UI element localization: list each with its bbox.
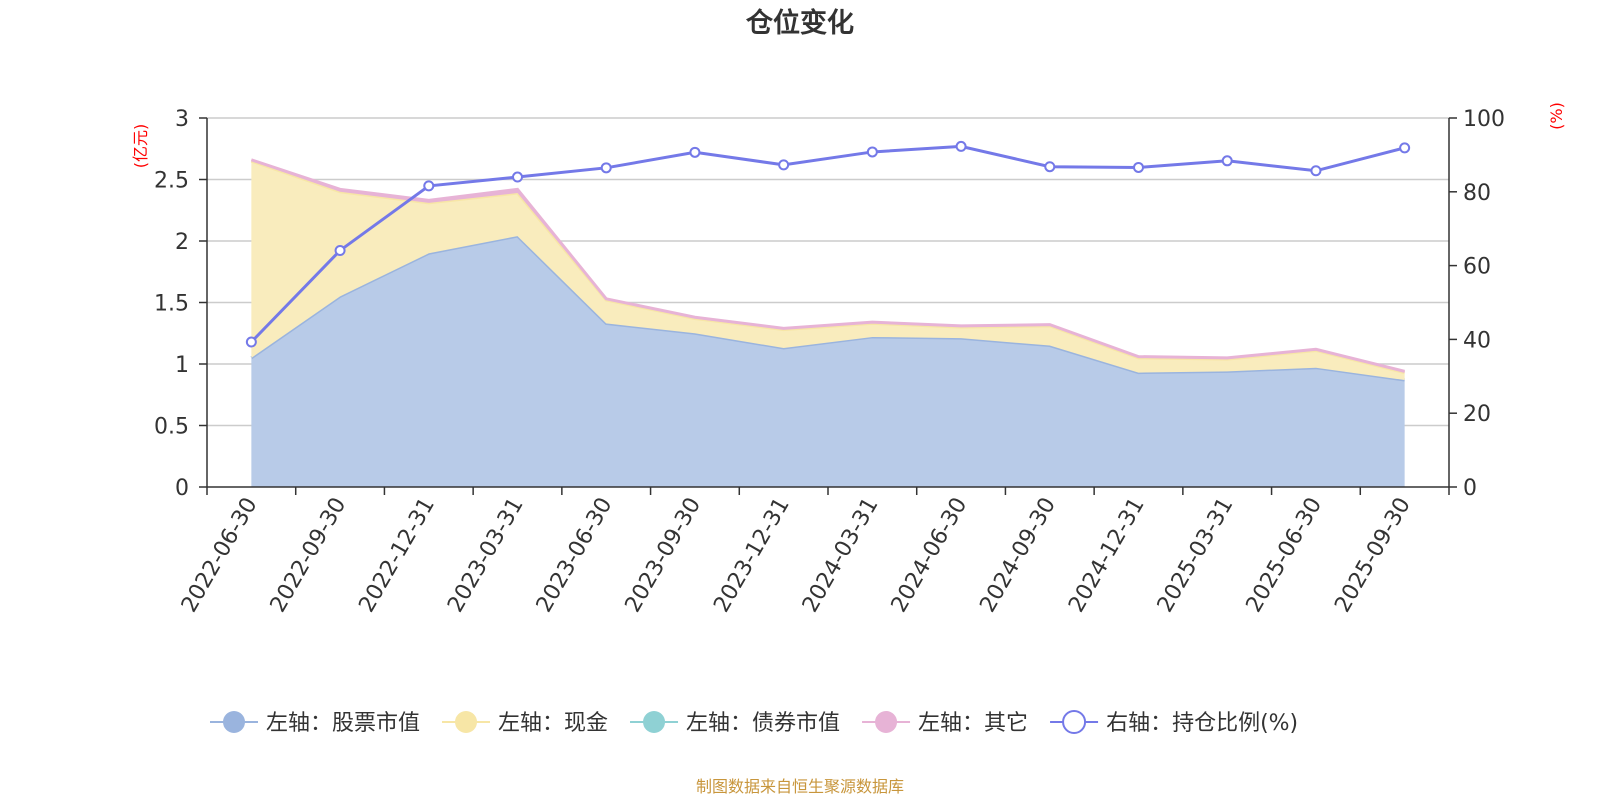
ratio-point	[1133, 161, 1144, 173]
x-tick-label: 2025-09-30	[1330, 494, 1416, 617]
x-tick-label: 2024-12-31	[1064, 494, 1150, 617]
ratio-point	[689, 146, 701, 158]
legend-label: 左轴：债券市值	[686, 711, 840, 736]
ratio-point	[955, 140, 967, 152]
right-axis-unit: (%)	[1547, 102, 1566, 130]
x-tick-label: 2024-09-30	[975, 494, 1061, 617]
left-tick-label: 1.5	[154, 292, 189, 317]
ratio-point	[245, 336, 257, 348]
data-source-note: 制图数据来自恒生聚源数据库	[696, 777, 904, 796]
x-tick-label: 2023-09-30	[621, 494, 707, 617]
ratio-point	[600, 162, 612, 174]
ratio-point	[334, 244, 346, 256]
area-左轴：股票市值	[251, 236, 1405, 487]
right-tick-label: 80	[1463, 181, 1491, 206]
x-tick-label: 2023-03-31	[443, 494, 529, 617]
x-tick-label: 2022-06-30	[177, 494, 263, 617]
x-tick-label: 2024-06-30	[887, 494, 973, 617]
left-tick-label: 0.5	[154, 415, 189, 440]
x-tick-label: 2023-06-30	[532, 494, 618, 617]
x-tick-label: 2025-03-31	[1153, 494, 1239, 617]
ratio-point	[1044, 161, 1056, 173]
legend-label: 左轴：现金	[498, 711, 608, 736]
ratio-point	[778, 159, 790, 171]
ratio-point	[423, 180, 435, 192]
area-左轴：现金	[251, 161, 1405, 380]
ratio-point	[866, 146, 878, 158]
legend-marker	[455, 711, 478, 733]
x-tick-label: 2024-03-31	[798, 494, 884, 617]
ratio-point	[1310, 165, 1322, 177]
ratio-point	[1399, 142, 1411, 154]
left-tick-label: 2	[175, 230, 189, 255]
legend-marker	[223, 711, 245, 733]
area-edge-左轴：其它	[250, 158, 1406, 373]
left-tick-label: 0	[175, 476, 189, 501]
legend-marker	[1062, 710, 1087, 734]
legend-label: 左轴：股票市值	[266, 711, 420, 736]
ratio-point	[512, 171, 523, 183]
left-tick-label: 3	[175, 107, 189, 132]
right-tick-label: 0	[1463, 476, 1477, 501]
ratio-line-path	[250, 144, 1406, 344]
x-tick-label: 2022-12-31	[354, 494, 440, 617]
ratio-line	[245, 140, 1411, 348]
right-tick-label: 60	[1463, 255, 1491, 280]
legend-label: 右轴：持仓比例(%)	[1106, 711, 1298, 736]
stacked-areas	[250, 158, 1406, 487]
legend: 左轴：股票市值 左轴：现金 左轴：债券市值 左轴：其它 右轴：持仓比例(%)	[210, 710, 1298, 736]
left-axis-unit: (亿元)	[131, 124, 150, 169]
ratio-point	[1221, 155, 1233, 167]
legend-label: 左轴：其它	[918, 711, 1028, 736]
x-tick-label: 2023-12-31	[709, 494, 795, 617]
left-tick-label: 2.5	[154, 169, 189, 194]
right-tick-label: 40	[1463, 328, 1491, 353]
chart-title: 仓位变化	[745, 7, 854, 39]
left-tick-label: 1	[175, 353, 189, 378]
right-tick-label: 20	[1463, 402, 1491, 427]
legend-marker	[643, 711, 666, 733]
legend-marker	[875, 711, 898, 733]
x-tick-label: 2022-09-30	[266, 494, 352, 617]
x-tick-label: 2025-06-30	[1242, 494, 1328, 617]
right-tick-label: 100	[1463, 107, 1505, 132]
